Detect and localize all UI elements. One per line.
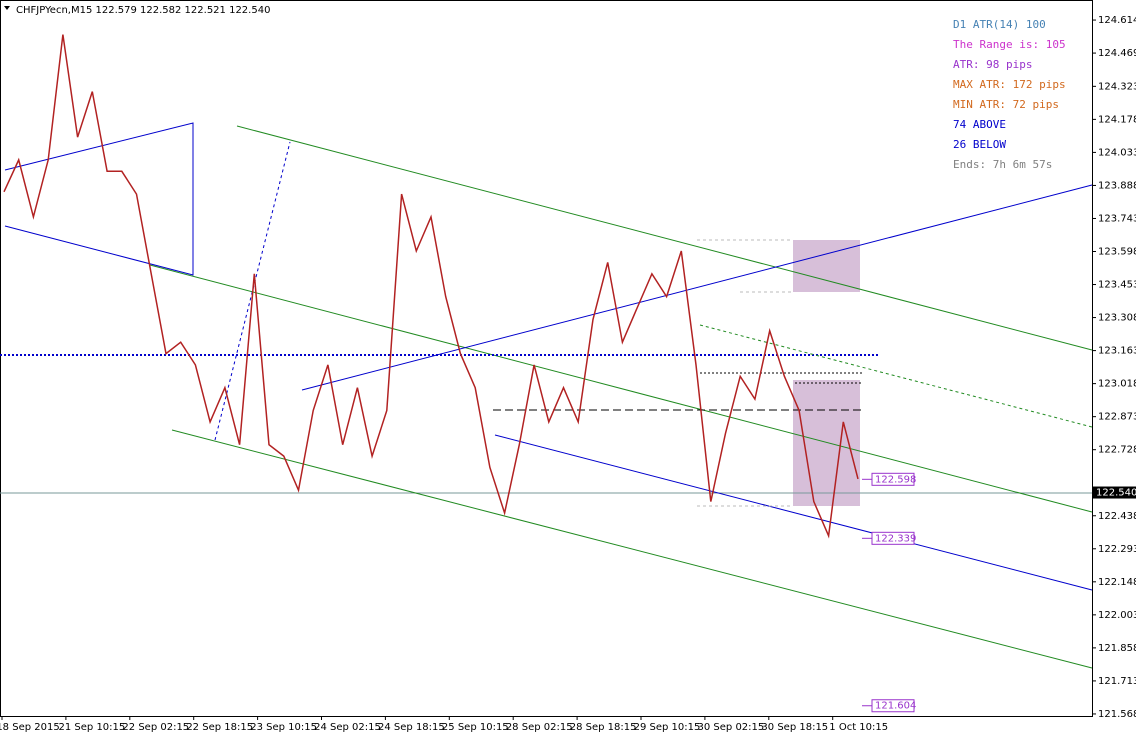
- dotted-line: [699, 324, 1093, 428]
- y-tick-label: 124.033: [1098, 147, 1136, 158]
- chart-title: CHFJPYecn,M15 122.579 122.582 122.521 12…: [16, 5, 270, 16]
- menu-arrow[interactable]: [4, 6, 10, 10]
- y-tick-label: 123.888: [1098, 180, 1136, 191]
- y-tick-label: 122.003: [1098, 610, 1136, 621]
- range-box: [793, 380, 860, 506]
- y-tick-label: 124.178: [1098, 114, 1136, 125]
- y-tick-label: 123.308: [1098, 313, 1136, 324]
- x-tick-label: 18 Sep 2015: [0, 722, 60, 733]
- x-tick-label: 28 Sep 18:15: [570, 722, 637, 733]
- y-tick-label: 121.858: [1098, 643, 1136, 654]
- x-tick-label: 30 Sep 18:15: [761, 722, 828, 733]
- y-tick-label: 122.873: [1098, 412, 1136, 423]
- indicator-text: The Range is: 105: [953, 38, 1066, 51]
- y-tick-label: 123.453: [1098, 280, 1136, 291]
- x-tick-label: 21 Sep 10:15: [59, 722, 126, 733]
- channel-line: [149, 264, 1093, 513]
- channel-line: [236, 125, 1093, 351]
- x-tick-label: 24 Sep 02:15: [314, 722, 381, 733]
- channel-line: [171, 429, 1093, 669]
- x-tick-label: 28 Sep 02:15: [506, 722, 573, 733]
- y-tick-label: 122.438: [1098, 511, 1136, 522]
- indicator-text: MIN ATR: 72 pips: [953, 98, 1059, 111]
- y-tick-label: 121.568: [1098, 709, 1136, 720]
- x-tick-label: 24 Sep 18:15: [378, 722, 445, 733]
- x-tick-label: 29 Sep 10:15: [634, 722, 701, 733]
- y-tick-label: 122.293: [1098, 544, 1136, 555]
- price-line: [3, 34, 859, 539]
- indicator-text: Ends: 7h 6m 57s: [953, 158, 1052, 171]
- y-tick-label: 123.163: [1098, 346, 1136, 357]
- price-label: 122.598: [875, 474, 916, 485]
- x-tick-label: 30 Sep 02:15: [698, 722, 765, 733]
- trend-line: [494, 434, 1093, 591]
- y-tick-label: 124.469: [1098, 48, 1136, 59]
- current-price-label: 122.540: [1096, 488, 1136, 499]
- y-tick-label: 123.598: [1098, 246, 1136, 257]
- y-tick-label: 124.614: [1098, 15, 1136, 26]
- indicator-text: ATR: 98 pips: [953, 58, 1032, 71]
- y-tick-label: 122.728: [1098, 445, 1136, 456]
- y-tick-label: 123.018: [1098, 379, 1136, 390]
- triangle: [4, 122, 194, 276]
- price-label: 122.339: [875, 533, 916, 544]
- current-price-box: [1092, 486, 1136, 499]
- drawings: [0, 122, 1093, 669]
- x-tick-label: 23 Sep 10:15: [250, 722, 317, 733]
- y-tick-label: 124.323: [1098, 81, 1136, 92]
- x-tick-label: 1 Oct 10:15: [829, 722, 888, 733]
- x-tick-label: 22 Sep 18:15: [186, 722, 253, 733]
- price-label-box: [871, 531, 915, 545]
- y-tick-label: 123.743: [1098, 213, 1136, 224]
- y-tick-label: 122.148: [1098, 577, 1136, 588]
- indicator-text: 26 BELOW: [953, 138, 1006, 151]
- y-tick-label: 121.713: [1098, 676, 1136, 687]
- indicator-text: D1 ATR(14) 100: [953, 18, 1046, 31]
- price-label: 121.604: [875, 701, 916, 712]
- indicator-text: 74 ABOVE: [953, 118, 1006, 131]
- x-tick-label: 25 Sep 10:15: [442, 722, 509, 733]
- indicator-text: MAX ATR: 172 pips: [953, 78, 1066, 91]
- price-label-box: [871, 699, 915, 713]
- range-box: [793, 240, 860, 292]
- x-tick-label: 22 Sep 02:15: [122, 722, 189, 733]
- price-label-box: [871, 472, 915, 486]
- plot-frame: [0, 0, 1093, 717]
